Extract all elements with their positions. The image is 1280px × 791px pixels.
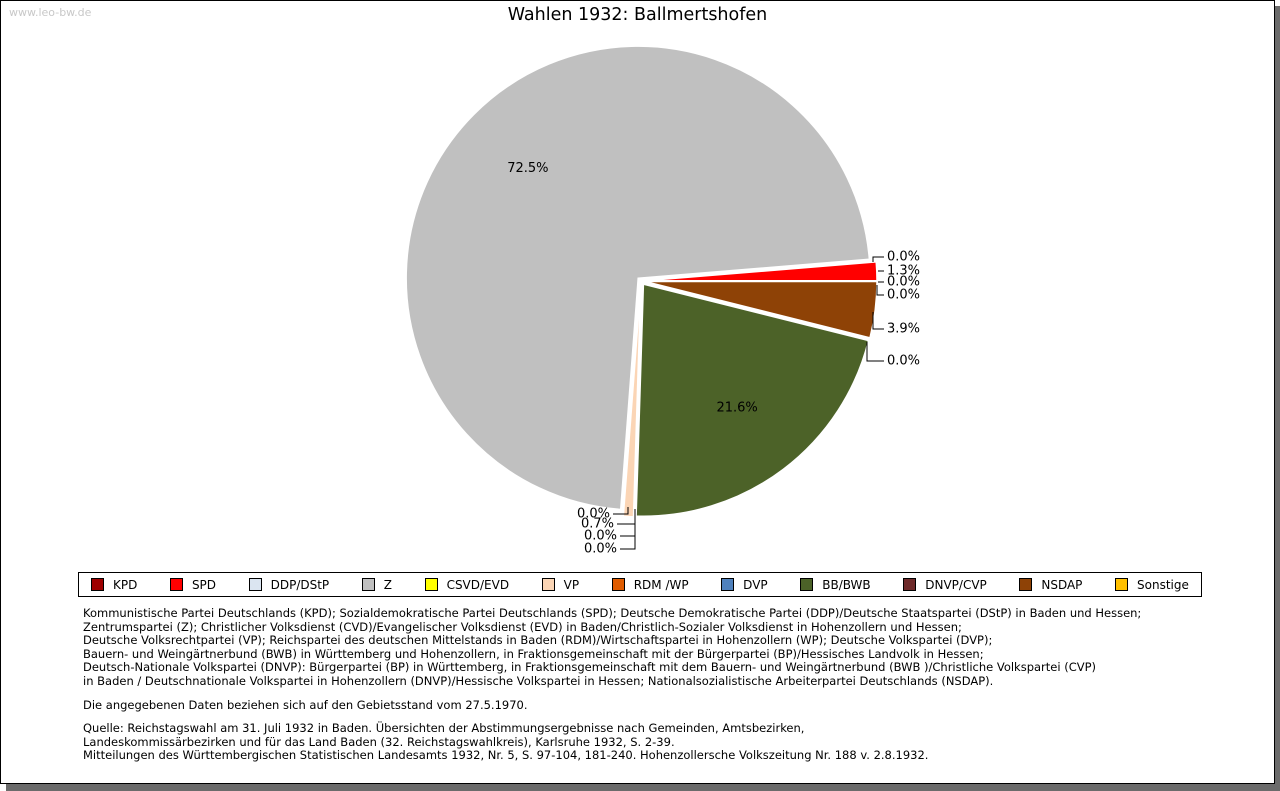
legend-item-DVP: DVP xyxy=(721,577,768,592)
callout-label-Sonstige: 0.0% xyxy=(887,288,920,303)
pie-slice-VP xyxy=(622,284,642,518)
legend-swatch xyxy=(541,578,555,591)
legend-label: CSVD/EVD xyxy=(446,577,510,592)
text-line: Kommunistische Partei Deutschlands (KPD)… xyxy=(83,606,1142,620)
legend-label: DDP/DStP xyxy=(270,577,330,592)
party-definitions: Kommunistische Partei Deutschlands (KPD)… xyxy=(83,606,1142,689)
legend-label: KPD xyxy=(113,577,138,592)
legend-item-NSDAP: NSDAP xyxy=(1019,578,1082,592)
legend-label: DNVP/CVP xyxy=(925,577,987,592)
leader-line xyxy=(872,312,884,330)
callout-label-SPD: 1.3% xyxy=(887,264,920,279)
text-line: Landeskommissärbezirken und für das Land… xyxy=(83,734,675,749)
drop-shadow-bottom xyxy=(6,784,1280,791)
legend-swatch xyxy=(800,578,814,591)
text-line: Zentrumspartei (Z); Christlicher Volksdi… xyxy=(83,619,962,634)
drop-shadow-right xyxy=(1275,6,1280,791)
text-line: in Baden / Deutschnationale Volkspartei … xyxy=(83,673,994,688)
legend-swatch xyxy=(611,578,625,591)
legend-item-DNVP-CVP: DNVP/CVP xyxy=(903,578,987,592)
callout-label-RDM-WP: 0.0% xyxy=(584,529,617,544)
legend-swatch xyxy=(1019,578,1033,591)
legend-item-Sonstige: Sonstige xyxy=(1115,578,1189,592)
legend-swatch xyxy=(248,578,262,591)
territory-note: Die angegebenen Daten beziehen sich auf … xyxy=(83,698,528,713)
legend-swatch xyxy=(424,578,438,591)
legend-label: RDM /WP xyxy=(633,577,689,592)
legend-label: DVP xyxy=(743,577,768,592)
legend-item-DDP-DStP: DDP/DStP xyxy=(248,577,330,592)
text-line: Deutsch-Nationale Volkspartei (DNVP): Bü… xyxy=(83,660,1097,675)
legend-label: Sonstige xyxy=(1137,577,1189,592)
leader-line xyxy=(866,342,884,362)
leader-line xyxy=(620,524,636,537)
legend-item-Z: Z xyxy=(361,577,392,592)
legend-label: NSDAP xyxy=(1041,577,1083,592)
legend-label: BB/BWB xyxy=(822,577,871,592)
leader-line xyxy=(620,536,636,550)
pie-chart: 72.5%21.6%0.0%1.3%0.0%0.0%3.9%0.0%0.0%0.… xyxy=(405,45,920,557)
legend-swatch xyxy=(361,578,375,591)
legend-swatch xyxy=(721,578,735,591)
legend-swatch xyxy=(91,578,104,591)
legend-item-SPD: SPD xyxy=(169,577,217,592)
legend-item-CSVD-EVD: CSVD/EVD xyxy=(424,577,510,592)
callout-label-DNVP-CVP: 0.0% xyxy=(887,354,920,369)
legend-item-KPD: KPD xyxy=(91,578,137,592)
leader-line xyxy=(872,256,884,262)
legend-item-BB-BWB: BB/BWB xyxy=(800,577,871,592)
leader-line xyxy=(613,507,629,515)
text-line: Deutsche Volksrechtpartei (VP); Reichspa… xyxy=(83,633,993,648)
callout-label-CSVD-EVD: 0.0% xyxy=(577,507,610,522)
legend-label: SPD xyxy=(191,577,217,592)
text-line: Bauern- und Weingärtnerbund (BWB) in Wür… xyxy=(83,646,984,661)
watermark: www.leo-bw.de xyxy=(9,6,92,19)
pie-slice-BB-BWB xyxy=(635,283,870,517)
leader-line xyxy=(876,285,884,296)
slice-label-Z: 72.5% xyxy=(507,161,548,176)
pie-slice-Z xyxy=(405,45,871,511)
text-line: Quelle: Reichstagswahl am 31. Juli 1932 … xyxy=(83,721,805,735)
legend-swatch xyxy=(1115,578,1128,591)
legend-label: VP xyxy=(563,577,580,592)
source-text: Quelle: Reichstagswahl am 31. Juli 1932 … xyxy=(83,721,929,763)
legend-item-RDM-WP: RDM /WP xyxy=(611,577,689,592)
territory-note-line: Die angegebenen Daten beziehen sich auf … xyxy=(83,698,528,712)
callout-label-KPD: 0.0% xyxy=(887,275,920,290)
text-line: Mitteilungen des Württembergischen Stati… xyxy=(83,748,929,763)
legend-label: Z xyxy=(383,577,392,592)
legend-swatch xyxy=(169,578,183,591)
slice-label-BB-BWB: 21.6% xyxy=(716,401,757,416)
callout-label-DVP: 0.0% xyxy=(584,542,617,557)
legend-swatch xyxy=(903,578,917,591)
callout-label-NSDAP: 3.9% xyxy=(887,322,920,337)
page-title: Wahlen 1932: Ballmertshofen xyxy=(507,5,768,25)
callout-label-VP: 0.7% xyxy=(581,517,614,532)
callout-label-DDP-DStP: 0.0% xyxy=(887,250,920,265)
legend: KPD SPD DDP/DStP Z CSVD/EVD VP RDM /WP DVP BB/BW… xyxy=(78,572,1202,597)
pie-slice-NSDAP xyxy=(644,280,878,339)
legend-item-VP: VP xyxy=(541,577,580,592)
